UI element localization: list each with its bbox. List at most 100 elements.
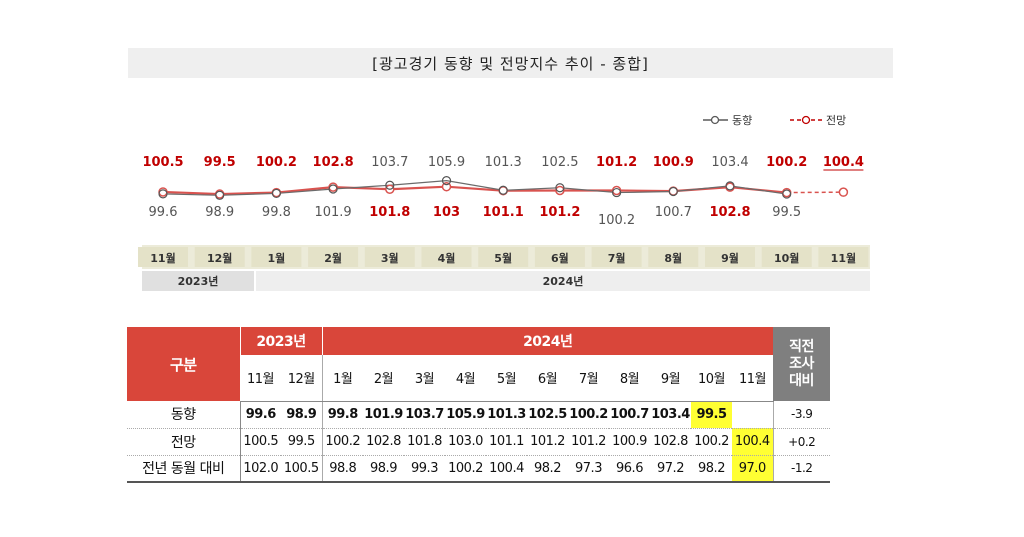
table-month-header: 12월 bbox=[281, 355, 322, 402]
category-label: 10월 bbox=[774, 251, 799, 265]
table-diff-cell: +0.2 bbox=[772, 428, 830, 456]
table-cell: 100.2 bbox=[691, 428, 732, 456]
point-trend bbox=[385, 180, 395, 190]
category-cell bbox=[591, 247, 642, 267]
table-row-label: 전망 bbox=[127, 428, 241, 456]
category-cell bbox=[761, 247, 812, 267]
category-label: 3월 bbox=[381, 251, 399, 265]
category-cell bbox=[194, 247, 245, 267]
point-trend bbox=[782, 189, 792, 199]
point-trend bbox=[158, 189, 168, 199]
table-month-header: 9월 bbox=[650, 355, 691, 402]
table-cell: 100.5 bbox=[281, 455, 322, 483]
data-label-trend: 99.5 bbox=[772, 205, 801, 220]
diff-header-line: 조사 bbox=[789, 355, 814, 372]
table-cell: 97.3 bbox=[568, 455, 609, 483]
table-cell: 99.5 bbox=[691, 401, 732, 429]
table-row-label: 동향 bbox=[127, 401, 241, 429]
series-line-trend bbox=[162, 180, 787, 196]
year-band-2023 bbox=[142, 271, 254, 291]
table-cell: 98.2 bbox=[691, 455, 732, 483]
legend-marker-trend bbox=[710, 115, 720, 125]
table-cell: 102.5 bbox=[527, 401, 568, 429]
table-cell: 102.0 bbox=[240, 455, 281, 483]
table-month-header: 7월 bbox=[568, 355, 609, 402]
table-month-header: 5월 bbox=[486, 355, 527, 402]
category-label: 12월 bbox=[207, 251, 232, 265]
point-trend bbox=[725, 181, 735, 191]
data-label-forecast: 101.1 bbox=[483, 205, 524, 220]
table-month-header: 11월 bbox=[240, 355, 281, 402]
point-trend bbox=[328, 184, 338, 194]
table-cell: 98.8 bbox=[321, 455, 363, 483]
data-label-trend: 105.9 bbox=[428, 155, 465, 170]
point-trend bbox=[555, 183, 565, 193]
table-cell: 99.3 bbox=[404, 455, 445, 483]
table-cell: 101.9 bbox=[363, 401, 404, 429]
data-label-trend: 99.6 bbox=[149, 205, 178, 220]
table-header-label: 구분 bbox=[127, 327, 240, 401]
data-label-trend: 103.4 bbox=[711, 155, 748, 170]
category-label: 7월 bbox=[608, 251, 626, 265]
data-label-trend: 103.7 bbox=[371, 155, 408, 170]
index-table: 구분 2023년 2024년 직전 조사 대비 11월 12월 1월 2월 3월 4월 5월… bbox=[127, 327, 830, 483]
year-label: 2023년 bbox=[178, 274, 219, 288]
series-line-forecast bbox=[162, 185, 787, 196]
table-diff-cell: -3.9 bbox=[772, 401, 830, 429]
table-month-header: 6월 bbox=[527, 355, 568, 402]
table-month-header: 11월 bbox=[732, 355, 773, 402]
point-trend bbox=[668, 186, 678, 197]
year-label: 2024년 bbox=[543, 274, 584, 288]
data-label-trend: 101.9 bbox=[314, 205, 351, 220]
diff-header-line: 대비 bbox=[789, 372, 814, 389]
table-cell: 102.8 bbox=[363, 428, 404, 456]
table-cell: 100.2 bbox=[568, 401, 609, 429]
data-label-forecast: 99.5 bbox=[204, 155, 236, 170]
point-forecast bbox=[838, 187, 849, 197]
table-cell: 100.4 bbox=[486, 455, 527, 483]
data-label-forecast: 101.2 bbox=[596, 155, 637, 170]
legend-marker-forecast bbox=[801, 115, 811, 125]
data-label-trend: 100.7 bbox=[655, 205, 692, 220]
line-chart: 동향 전망 100.5 99.6 99.5 98.9 100.2 99.8 102.8 101.9… bbox=[128, 100, 893, 295]
data-label-forecast: 100.2 bbox=[256, 155, 297, 170]
data-label-forecast: 103 bbox=[433, 205, 460, 220]
table-cell: 97.2 bbox=[650, 455, 691, 483]
table-cell: 103.7 bbox=[404, 401, 445, 429]
data-label-forecast: 100.9 bbox=[653, 155, 694, 170]
table-cell: 97.0 bbox=[732, 455, 773, 483]
year-band-2024 bbox=[256, 271, 870, 291]
category-cell bbox=[421, 247, 472, 267]
point-trend bbox=[215, 190, 225, 200]
table-row-label: 전년 동월 대비 bbox=[127, 455, 241, 483]
legend-label-forecast: 전망 bbox=[826, 114, 846, 127]
table-month-header: 4월 bbox=[445, 355, 486, 402]
table-cell: 101.2 bbox=[527, 428, 568, 456]
table-cell: 99.5 bbox=[281, 428, 322, 456]
table-month-header: 8월 bbox=[609, 355, 650, 402]
point-forecast bbox=[555, 185, 565, 196]
category-cell bbox=[648, 247, 699, 267]
diff-header-line: 직전 bbox=[789, 338, 814, 355]
table-cell: 100.2 bbox=[321, 428, 363, 456]
category-cell bbox=[705, 247, 755, 267]
table-cell: 99.8 bbox=[321, 401, 363, 429]
category-cell bbox=[534, 247, 585, 267]
category-label: 8월 bbox=[664, 251, 682, 265]
table-month-header: 10월 bbox=[691, 355, 732, 402]
table-cell: 96.6 bbox=[609, 455, 650, 483]
table-cell: 101.1 bbox=[486, 428, 527, 456]
point-forecast bbox=[158, 187, 168, 197]
data-label-trend: 98.9 bbox=[205, 205, 234, 220]
data-label-forecast: 102.8 bbox=[313, 155, 354, 170]
table-month-header: 2월 bbox=[363, 355, 404, 402]
point-trend bbox=[498, 185, 508, 195]
chart-canvas: 동향 전망 100.5 99.6 99.5 98.9 100.2 99.8 102.8 101.9… bbox=[138, 114, 870, 291]
table-cell: 103.0 bbox=[445, 428, 486, 456]
category-cell bbox=[138, 247, 188, 267]
category-cell bbox=[364, 247, 415, 267]
category-label: 2월 bbox=[324, 251, 342, 265]
category-label: 11월 bbox=[831, 251, 856, 265]
category-label: 9월 bbox=[721, 251, 739, 265]
